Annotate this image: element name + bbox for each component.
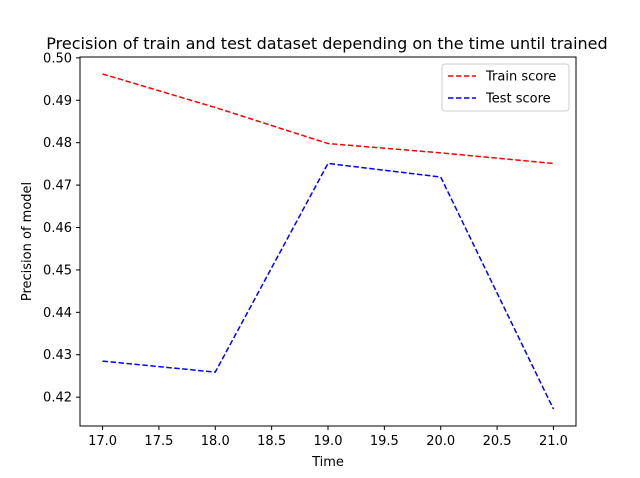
y-tick-label: 0.44: [43, 306, 72, 321]
y-tick-label: 0.49: [43, 94, 72, 109]
x-tick-label: 18.5: [257, 434, 286, 449]
legend-label-test: Test score: [485, 92, 551, 107]
legend: Train score Test score: [441, 63, 570, 112]
x-tick-label: 18.0: [201, 434, 230, 449]
x-tick-label: 21.0: [539, 434, 568, 449]
x-tick-label: 20.5: [483, 434, 512, 449]
y-tick-label: 0.46: [43, 221, 72, 236]
x-axis: 17.0 17.5 18.0 18.5 19.0 19.5 20.0 20.5 21.0: [88, 426, 568, 449]
plot-area: [102, 73, 555, 410]
y-tick-label: 0.48: [43, 136, 72, 151]
y-axis: 0.42 0.43 0.44 0.45 0.46 0.47 0.48 0.49 0.50: [43, 51, 80, 406]
x-axis-label: Time: [311, 455, 344, 470]
x-tick-label: 17.5: [144, 434, 173, 449]
chart-title: Precision of train and test dataset depe…: [46, 34, 607, 53]
y-tick-label: 0.47: [43, 179, 72, 194]
y-tick-label: 0.43: [43, 348, 72, 363]
y-axis-label: Precision of model: [20, 182, 35, 301]
y-tick-label: 0.45: [43, 263, 72, 278]
x-tick-label: 20.0: [426, 434, 455, 449]
x-tick-label: 17.0: [88, 434, 117, 449]
legend-label-train: Train score: [485, 70, 556, 85]
x-tick-label: 19.0: [314, 434, 343, 449]
y-tick-label: 0.50: [43, 51, 72, 66]
y-tick-label: 0.42: [43, 391, 72, 406]
x-tick-label: 19.5: [370, 434, 399, 449]
series-line-test: [102, 162, 555, 410]
